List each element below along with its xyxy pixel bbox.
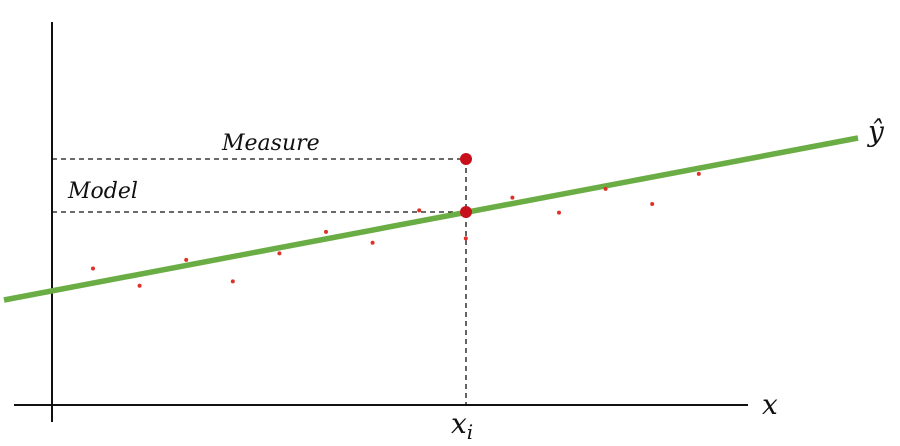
- regression-line: [3, 135, 859, 303]
- data-point: [230, 279, 235, 284]
- data-point: [277, 251, 282, 256]
- data-point: [510, 195, 515, 200]
- data-point: [557, 210, 561, 215]
- data-point: [463, 236, 468, 241]
- measure-label: Measure: [221, 131, 320, 156]
- data-point: [184, 257, 189, 262]
- data-point: [91, 266, 95, 271]
- data-point: [137, 283, 142, 288]
- xi-label: xi: [451, 407, 473, 444]
- model-point: [460, 206, 472, 218]
- data-point: [417, 208, 422, 213]
- data-point: [370, 240, 375, 245]
- model-label: Model: [67, 179, 138, 204]
- data-point: [650, 202, 655, 206]
- data-point: [696, 171, 701, 176]
- measure-point: [460, 153, 472, 165]
- data-point: [603, 186, 608, 191]
- data-point: [324, 229, 328, 234]
- data-points: [91, 171, 701, 288]
- y-hat-label: ŷ: [866, 115, 885, 148]
- xi-label-subscript: i: [467, 420, 473, 444]
- xi-label-base: x: [451, 407, 467, 440]
- x-axis-label: x: [762, 388, 778, 421]
